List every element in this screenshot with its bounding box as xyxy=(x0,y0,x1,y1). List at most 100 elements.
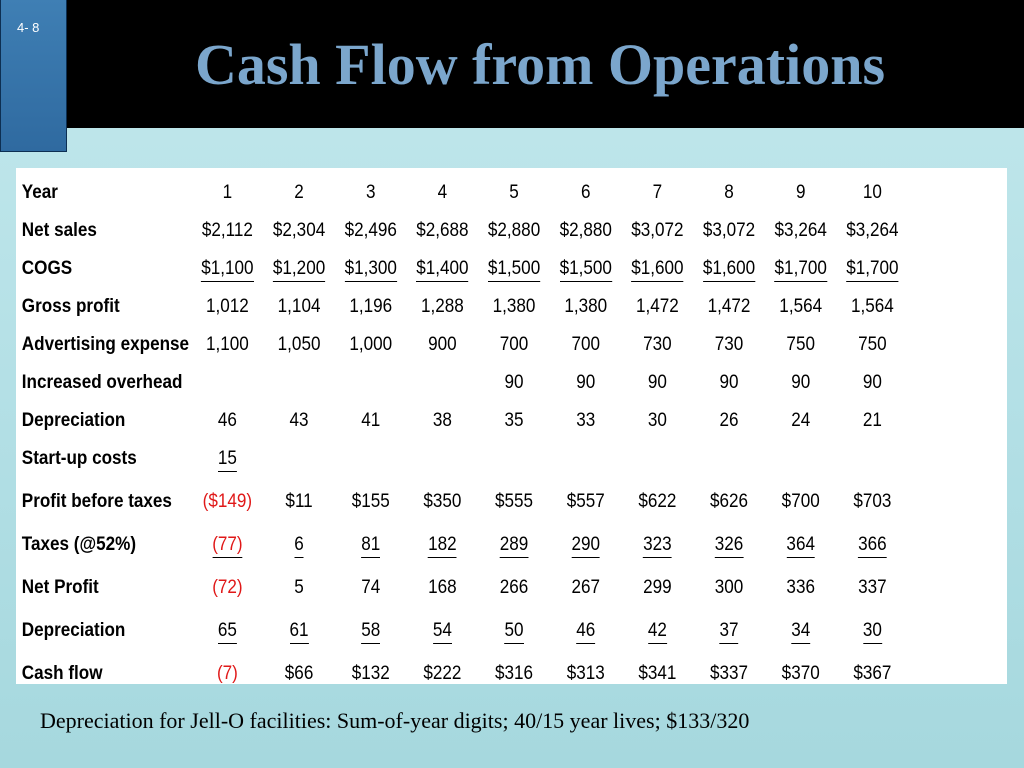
cell-value: 290 xyxy=(571,534,600,558)
table-cell: 1,472 xyxy=(622,288,694,326)
row-label: Profit before taxes xyxy=(21,491,172,512)
cell-value: 4 xyxy=(437,182,448,203)
table-cell xyxy=(622,440,694,478)
table-row: Start-up costs 15 xyxy=(20,440,908,478)
table-cell: $557 xyxy=(550,478,622,526)
cell-value: $313 xyxy=(566,663,605,684)
cell-value: $11 xyxy=(285,491,313,512)
cell-value: 58 xyxy=(361,620,381,644)
cell-value: $66 xyxy=(284,663,314,684)
cell-value: $222 xyxy=(423,663,462,684)
cell-value: 30 xyxy=(647,410,667,431)
cell-value: 1,104 xyxy=(277,296,321,317)
table-cell: 1 xyxy=(192,174,264,212)
table-cell: $341 xyxy=(622,650,694,698)
table-cell: 700 xyxy=(550,326,622,364)
cell-value: 65 xyxy=(217,620,237,644)
table-row: Net sales $2,112 $2,304 $2,496 $2,688 $2,880 $… xyxy=(20,212,908,250)
table-cell: 2 xyxy=(263,174,335,212)
table-cell: 1,380 xyxy=(550,288,622,326)
cell-value: $703 xyxy=(853,491,892,512)
cell-value: 90 xyxy=(719,372,739,393)
cell-value: 900 xyxy=(428,334,457,355)
table-cell xyxy=(192,364,264,402)
cell-value: 1,000 xyxy=(349,334,393,355)
cell-value: 323 xyxy=(643,534,672,558)
cell-value: 26 xyxy=(719,410,739,431)
table-cell: ($149) xyxy=(192,478,264,526)
table-cell: $367 xyxy=(837,650,909,698)
cell-value: $370 xyxy=(781,663,820,684)
cell-value: 700 xyxy=(499,334,529,355)
table-cell: 1,100 xyxy=(192,326,264,364)
cell-value: $2,112 xyxy=(201,220,253,241)
table-cell: 266 xyxy=(478,564,550,612)
table-cell: 267 xyxy=(550,564,622,612)
cell-value: 1,472 xyxy=(635,296,679,317)
table-cell: $313 xyxy=(550,650,622,698)
cell-value: 366 xyxy=(858,534,887,558)
cell-value: $3,072 xyxy=(702,220,756,241)
cell-value: $1,200 xyxy=(272,258,326,282)
table-cell: $66 xyxy=(263,650,335,698)
row-label: Start-up costs xyxy=(21,448,137,469)
cell-value: $2,688 xyxy=(416,220,469,241)
cell-value: 33 xyxy=(576,410,596,431)
table-cell: $1,600 xyxy=(622,250,694,288)
cell-value: 1,012 xyxy=(206,296,249,317)
table-cell: 1,380 xyxy=(478,288,550,326)
table-cell: $2,688 xyxy=(407,212,479,250)
cell-value: 168 xyxy=(428,577,457,598)
cell-value: 74 xyxy=(361,577,381,598)
table-cell: 5 xyxy=(478,174,550,212)
table-cell: 90 xyxy=(478,364,550,402)
table-cell: 34 xyxy=(765,612,837,650)
cell-value: 730 xyxy=(643,334,672,355)
row-label: Year xyxy=(21,182,58,203)
table-cell: 289 xyxy=(478,526,550,564)
cell-value: $1,500 xyxy=(487,258,541,282)
table-cell: $700 xyxy=(765,478,837,526)
cell-value: 6 xyxy=(580,182,591,203)
cell-value: 24 xyxy=(791,410,811,431)
table-cell: 4 xyxy=(407,174,479,212)
cell-value: $3,264 xyxy=(774,220,827,241)
cell-value: 266 xyxy=(499,577,529,598)
table-cell: 15 xyxy=(192,440,264,478)
cell-value: $367 xyxy=(853,663,892,684)
table-cell: $1,400 xyxy=(407,250,479,288)
table-cell xyxy=(693,440,765,478)
cell-value: $1,700 xyxy=(846,258,899,282)
table-cell: 90 xyxy=(622,364,694,402)
cell-value: (77) xyxy=(212,534,243,558)
cell-value: $1,300 xyxy=(344,258,397,282)
cell-value: (7) xyxy=(216,663,238,684)
table-cell: $370 xyxy=(765,650,837,698)
cell-value: 1,380 xyxy=(564,296,608,317)
table-cell: $555 xyxy=(478,478,550,526)
table-cell xyxy=(263,364,335,402)
table-cell: $1,700 xyxy=(765,250,837,288)
cell-value: 37 xyxy=(719,620,739,644)
cell-value: 90 xyxy=(504,372,524,393)
table-cell xyxy=(407,440,479,478)
slide-number: 4- 8 xyxy=(17,20,40,35)
table-cell xyxy=(335,440,407,478)
table-cell: 90 xyxy=(550,364,622,402)
cell-value: 1,288 xyxy=(420,296,464,317)
table-cell: 1,104 xyxy=(263,288,335,326)
table-cell: 1,472 xyxy=(693,288,765,326)
cell-value: 54 xyxy=(432,620,452,644)
cell-value: 3 xyxy=(365,182,376,203)
cell-value: $341 xyxy=(638,663,677,684)
table-row: COGS $1,100 $1,200 $1,300 $1,400 $1,500 $1,500… xyxy=(20,250,908,288)
table-cell: 750 xyxy=(765,326,837,364)
cell-value: 1,100 xyxy=(206,334,249,355)
cell-value: ($149) xyxy=(202,491,253,512)
cell-value: 43 xyxy=(289,410,309,431)
table-cell: (7) xyxy=(192,650,264,698)
table-cell: 74 xyxy=(335,564,407,612)
page-title: Cash Flow from Operations xyxy=(194,32,886,97)
table-cell xyxy=(550,440,622,478)
table-cell: 26 xyxy=(693,402,765,440)
